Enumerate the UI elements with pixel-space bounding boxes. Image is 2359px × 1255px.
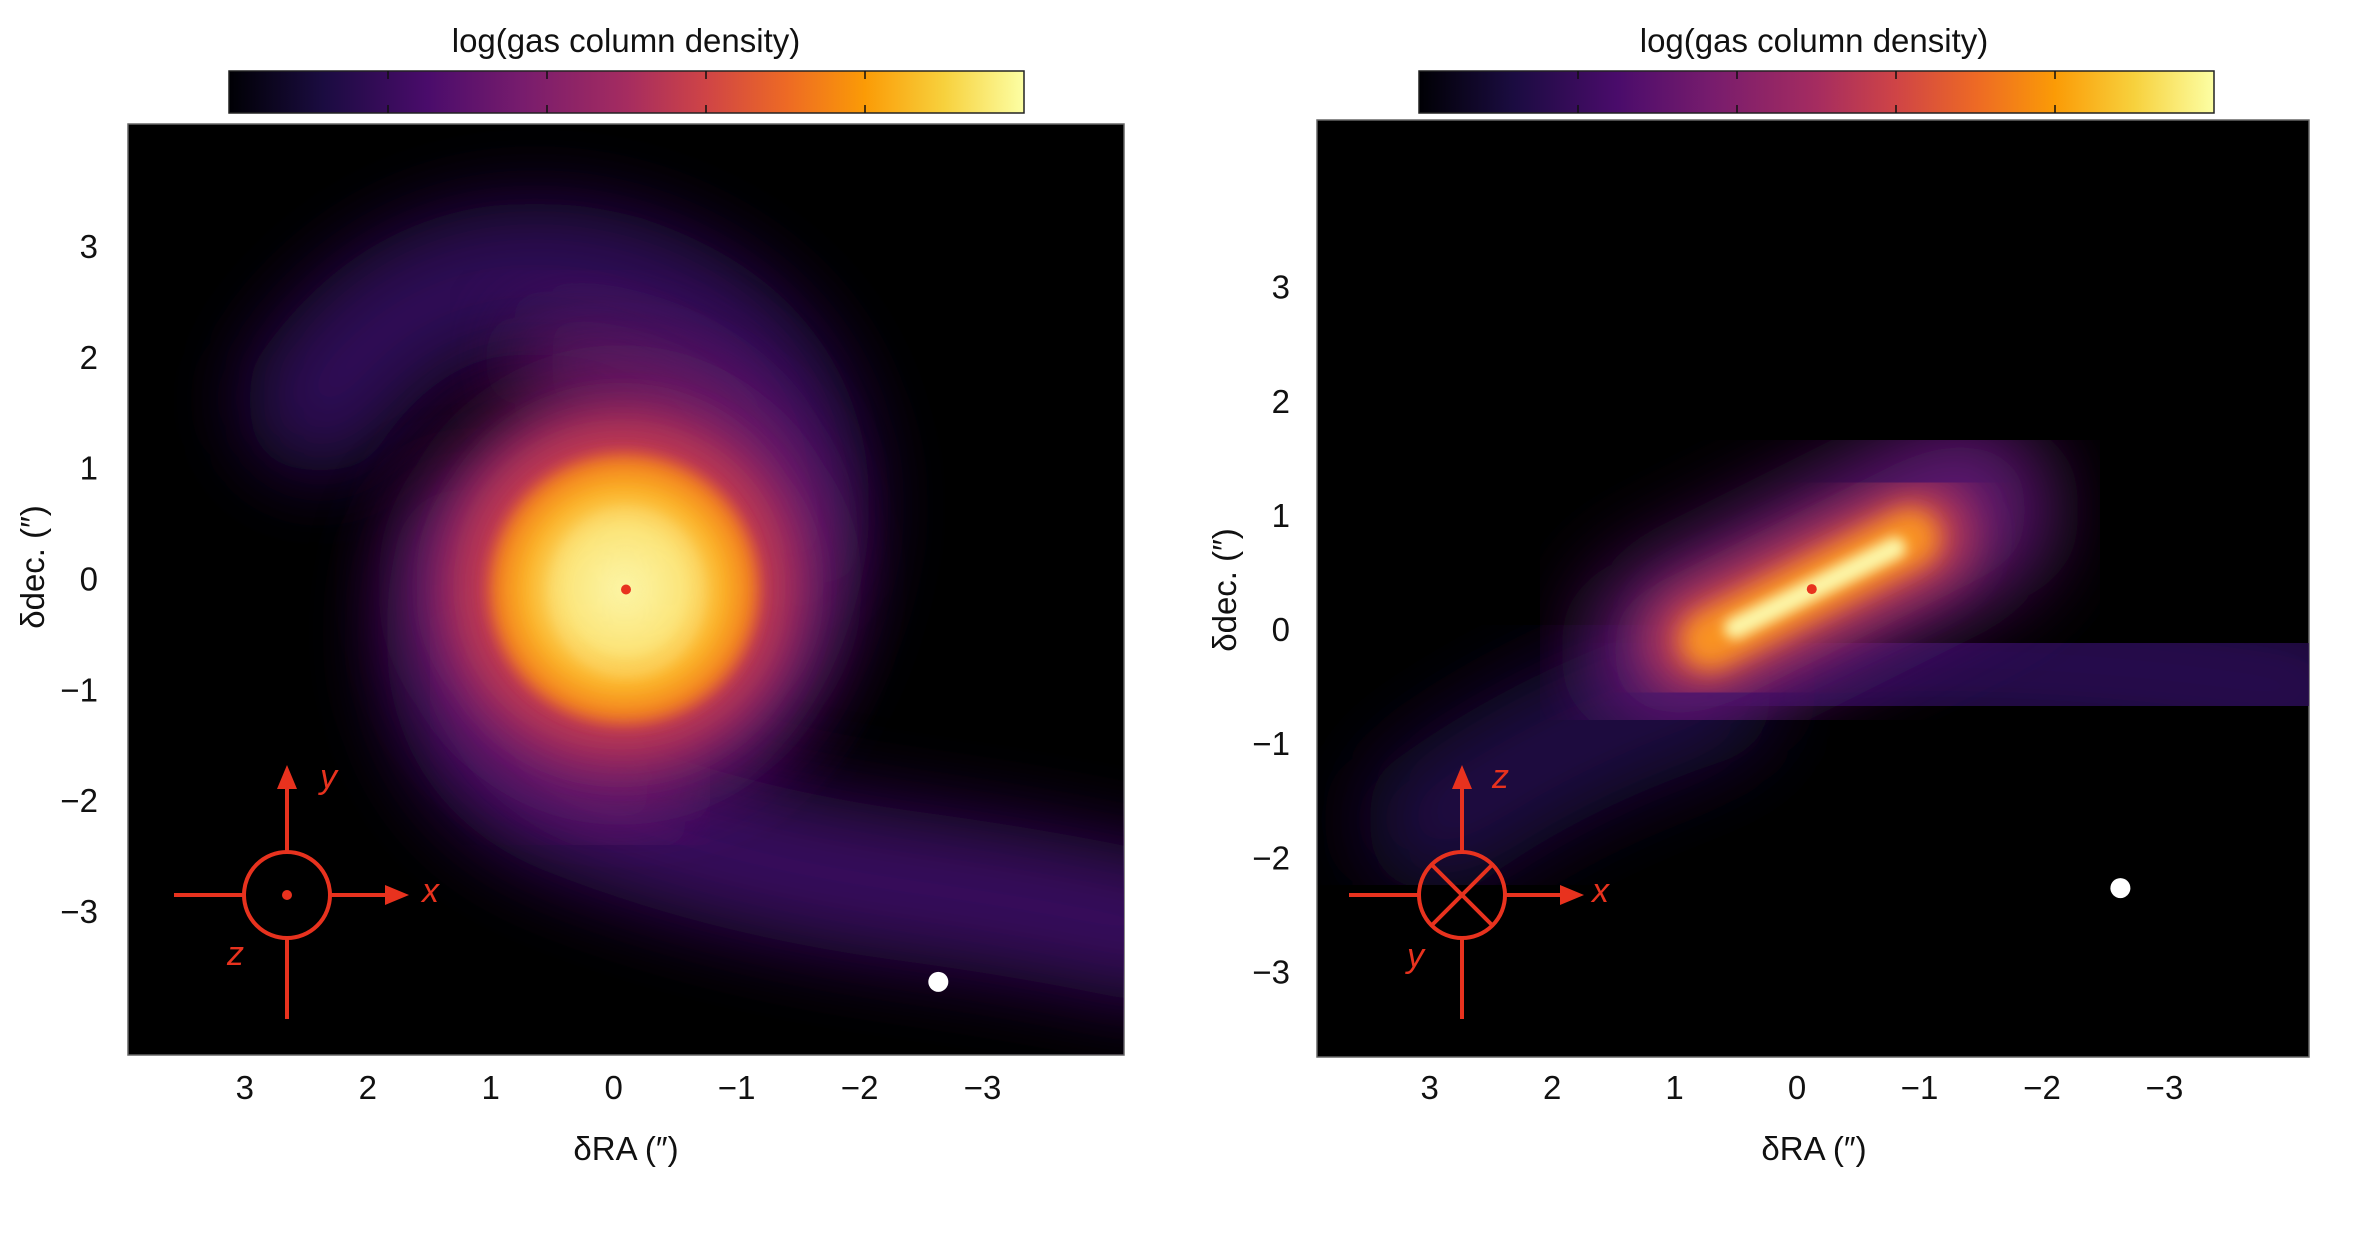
left-x-axis-label: δRA (″) — [573, 1130, 678, 1167]
right-y-axis-label: δdec. (″) — [1206, 528, 1243, 652]
right-colorbar-label: log(gas column density) — [1640, 22, 1989, 59]
right-panel: log(gas column density) 3 2 1 0 −1 −2 −3 3 2 1 0 −… — [1206, 22, 2310, 1167]
y-tick-label: 3 — [1272, 269, 1290, 306]
x-tick-label: −2 — [2023, 1069, 2061, 1106]
x-tick-label: 3 — [1420, 1069, 1438, 1106]
y-into-page-circle-icon — [1417, 850, 1507, 940]
y-tick-label: −3 — [60, 893, 98, 930]
y-tick-label: 1 — [1272, 497, 1290, 534]
y-tick-label: 0 — [1272, 611, 1290, 648]
y-tick-label: 3 — [80, 228, 98, 265]
x-tick-label: −3 — [964, 1069, 1002, 1106]
compass-label-x: x — [420, 872, 440, 910]
central-star-marker — [1806, 584, 1817, 595]
arrow-head-icon — [1452, 765, 1472, 789]
compass-label-z: z — [1491, 758, 1509, 796]
y-tick-label: 2 — [80, 339, 98, 376]
right-compass: z x y — [1349, 758, 1610, 1019]
compass-label-y: y — [1405, 937, 1426, 975]
left-colorbar-label: log(gas column density) — [452, 22, 801, 59]
dot-icon — [282, 890, 292, 900]
y-tick-label: −3 — [1252, 953, 1290, 990]
x-tick-label: −1 — [1901, 1069, 1939, 1106]
white-dot-marker — [2110, 878, 2131, 899]
x-tick-label: −3 — [2146, 1069, 2184, 1106]
x-tick-label: 0 — [1788, 1069, 1806, 1106]
left-y-axis-label: δdec. (″) — [14, 505, 51, 629]
arrow-head-icon — [277, 765, 297, 789]
x-tick-label: 1 — [482, 1069, 500, 1106]
compass-label-z: z — [226, 935, 244, 973]
x-tick-label: 0 — [605, 1069, 623, 1106]
y-tick-label: −2 — [60, 782, 98, 819]
x-tick-label: −1 — [718, 1069, 756, 1106]
compass-label-y: y — [318, 758, 339, 796]
compass-label-x: x — [1590, 872, 1610, 910]
x-tick-label: 3 — [236, 1069, 254, 1106]
x-tick-label: 2 — [359, 1069, 377, 1106]
right-density-map — [1365, 415, 2309, 895]
y-tick-label: −1 — [60, 671, 98, 708]
y-tick-label: −1 — [1252, 725, 1290, 762]
y-tick-label: 1 — [80, 450, 98, 487]
x-tick-label: −2 — [841, 1069, 879, 1106]
central-star-marker — [621, 584, 631, 595]
right-x-axis-label: δRA (″) — [1761, 1130, 1866, 1167]
left-compass: y x z — [174, 758, 440, 1019]
z-out-of-page-circle-icon — [242, 850, 332, 940]
x-tick-label: 2 — [1543, 1069, 1561, 1106]
y-tick-label: −2 — [1252, 839, 1290, 876]
x-tick-label: 1 — [1665, 1069, 1683, 1106]
arrow-head-icon — [385, 885, 409, 905]
arrow-head-icon — [1560, 885, 1584, 905]
y-tick-label: 0 — [80, 560, 98, 597]
left-colorbar — [228, 70, 1025, 114]
white-dot-marker — [928, 971, 949, 992]
right-colorbar — [1418, 70, 2215, 114]
y-tick-label: 2 — [1272, 383, 1290, 420]
